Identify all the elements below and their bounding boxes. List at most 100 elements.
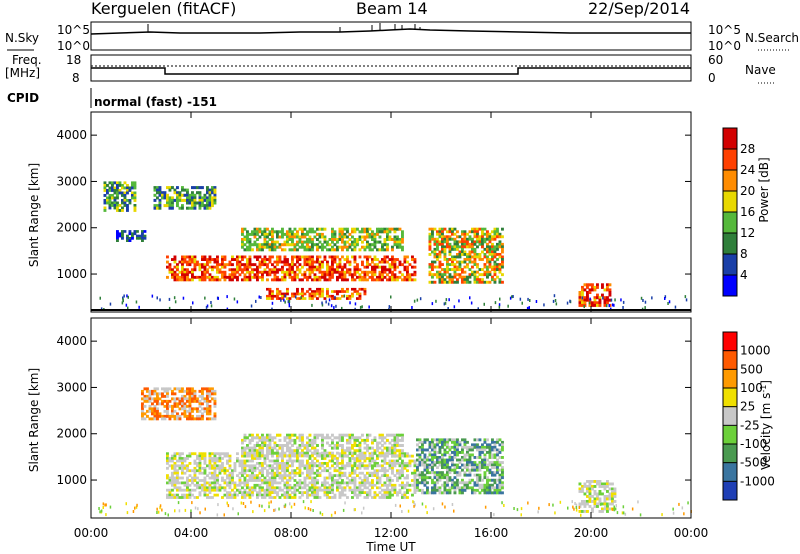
data-cell bbox=[193, 407, 197, 411]
data-cell bbox=[446, 263, 449, 266]
data-cell bbox=[326, 436, 329, 440]
data-cell bbox=[461, 230, 464, 234]
colorbar-segment bbox=[723, 254, 737, 276]
data-cell bbox=[423, 456, 427, 459]
scatter-cell bbox=[109, 505, 112, 509]
data-cell bbox=[193, 394, 197, 398]
data-cell bbox=[478, 451, 482, 454]
data-cell bbox=[316, 488, 319, 492]
data-cell bbox=[376, 486, 379, 490]
data-cell bbox=[141, 389, 144, 393]
data-cell bbox=[371, 481, 374, 485]
scatter-cell bbox=[451, 503, 454, 506]
data-cell bbox=[216, 260, 219, 264]
data-cell bbox=[183, 496, 187, 499]
data-cell bbox=[606, 480, 609, 483]
data-cell bbox=[371, 265, 374, 269]
data-cell bbox=[303, 245, 307, 249]
data-cell bbox=[308, 476, 312, 480]
data-cell bbox=[271, 232, 274, 236]
data-cell bbox=[466, 463, 469, 467]
data-cell bbox=[483, 247, 487, 251]
data-cell bbox=[483, 273, 487, 277]
data-cell bbox=[403, 466, 407, 470]
data-cell bbox=[356, 265, 359, 269]
scatter-cell bbox=[362, 506, 365, 510]
data-cell bbox=[183, 414, 187, 418]
data-cell bbox=[436, 473, 439, 477]
data-cell bbox=[196, 457, 199, 460]
data-cell bbox=[438, 227, 442, 231]
data-cell bbox=[406, 496, 409, 499]
data-cell bbox=[201, 198, 204, 202]
data-cell bbox=[168, 263, 172, 267]
velocity-y-label: Slant Range [km] bbox=[27, 368, 41, 472]
data-cell bbox=[471, 461, 474, 464]
data-cell bbox=[386, 238, 389, 241]
data-cell bbox=[333, 479, 337, 482]
data-cell bbox=[241, 474, 244, 477]
data-cell bbox=[153, 392, 157, 396]
data-cell bbox=[268, 476, 272, 480]
data-cell bbox=[378, 454, 382, 458]
data-cell bbox=[446, 488, 449, 492]
data-cell bbox=[173, 414, 177, 418]
data-cell bbox=[201, 389, 204, 393]
scatter-cell bbox=[537, 510, 539, 514]
data-cell bbox=[243, 454, 247, 458]
data-cell bbox=[431, 438, 434, 442]
data-cell bbox=[346, 496, 349, 499]
data-cell bbox=[368, 452, 372, 456]
data-cell bbox=[373, 268, 377, 272]
data-cell bbox=[193, 462, 197, 465]
data-cell bbox=[436, 440, 439, 444]
data-cell bbox=[111, 184, 114, 187]
data-cell bbox=[433, 438, 437, 442]
data-cell bbox=[603, 482, 607, 486]
data-cell bbox=[318, 474, 322, 477]
data-cell bbox=[491, 445, 494, 449]
data-cell bbox=[346, 446, 349, 450]
colorbar-tick-label: 20 bbox=[740, 184, 755, 198]
data-cell bbox=[226, 469, 229, 473]
data-cell bbox=[588, 495, 592, 498]
data-cell bbox=[446, 461, 449, 464]
data-cell bbox=[468, 255, 472, 259]
data-cell bbox=[401, 474, 404, 477]
data-cell bbox=[453, 280, 457, 284]
data-cell bbox=[308, 474, 312, 477]
scatter-cell bbox=[368, 305, 370, 309]
data-cell bbox=[416, 438, 419, 442]
data-cell bbox=[251, 469, 254, 473]
scatter-cell bbox=[613, 508, 616, 512]
data-cell bbox=[351, 255, 354, 259]
data-cell bbox=[393, 486, 397, 490]
data-cell bbox=[378, 476, 382, 480]
data-cell bbox=[338, 471, 342, 475]
data-cell bbox=[458, 268, 462, 271]
data-cell bbox=[416, 453, 419, 457]
data-cell bbox=[236, 459, 239, 463]
data-cell bbox=[171, 204, 174, 208]
data-cell bbox=[188, 417, 192, 421]
data-cell bbox=[351, 466, 354, 470]
data-cell bbox=[358, 471, 362, 475]
scatter-cell bbox=[194, 506, 197, 510]
data-cell bbox=[241, 462, 244, 465]
data-cell bbox=[433, 448, 437, 452]
data-cell bbox=[321, 245, 324, 249]
scatter-cell bbox=[600, 502, 602, 506]
data-cell bbox=[158, 204, 162, 208]
data-cell bbox=[471, 463, 474, 467]
data-cell bbox=[311, 270, 314, 274]
y-tick-label: 4000 bbox=[56, 334, 87, 348]
data-cell bbox=[406, 481, 409, 485]
data-cell bbox=[166, 204, 169, 208]
data-cell bbox=[428, 247, 432, 251]
data-cell bbox=[366, 444, 369, 447]
data-cell bbox=[131, 181, 134, 185]
data-cell bbox=[156, 387, 159, 391]
data-cell bbox=[243, 488, 247, 492]
data-cell bbox=[256, 466, 259, 470]
scatter-cell bbox=[681, 506, 684, 510]
